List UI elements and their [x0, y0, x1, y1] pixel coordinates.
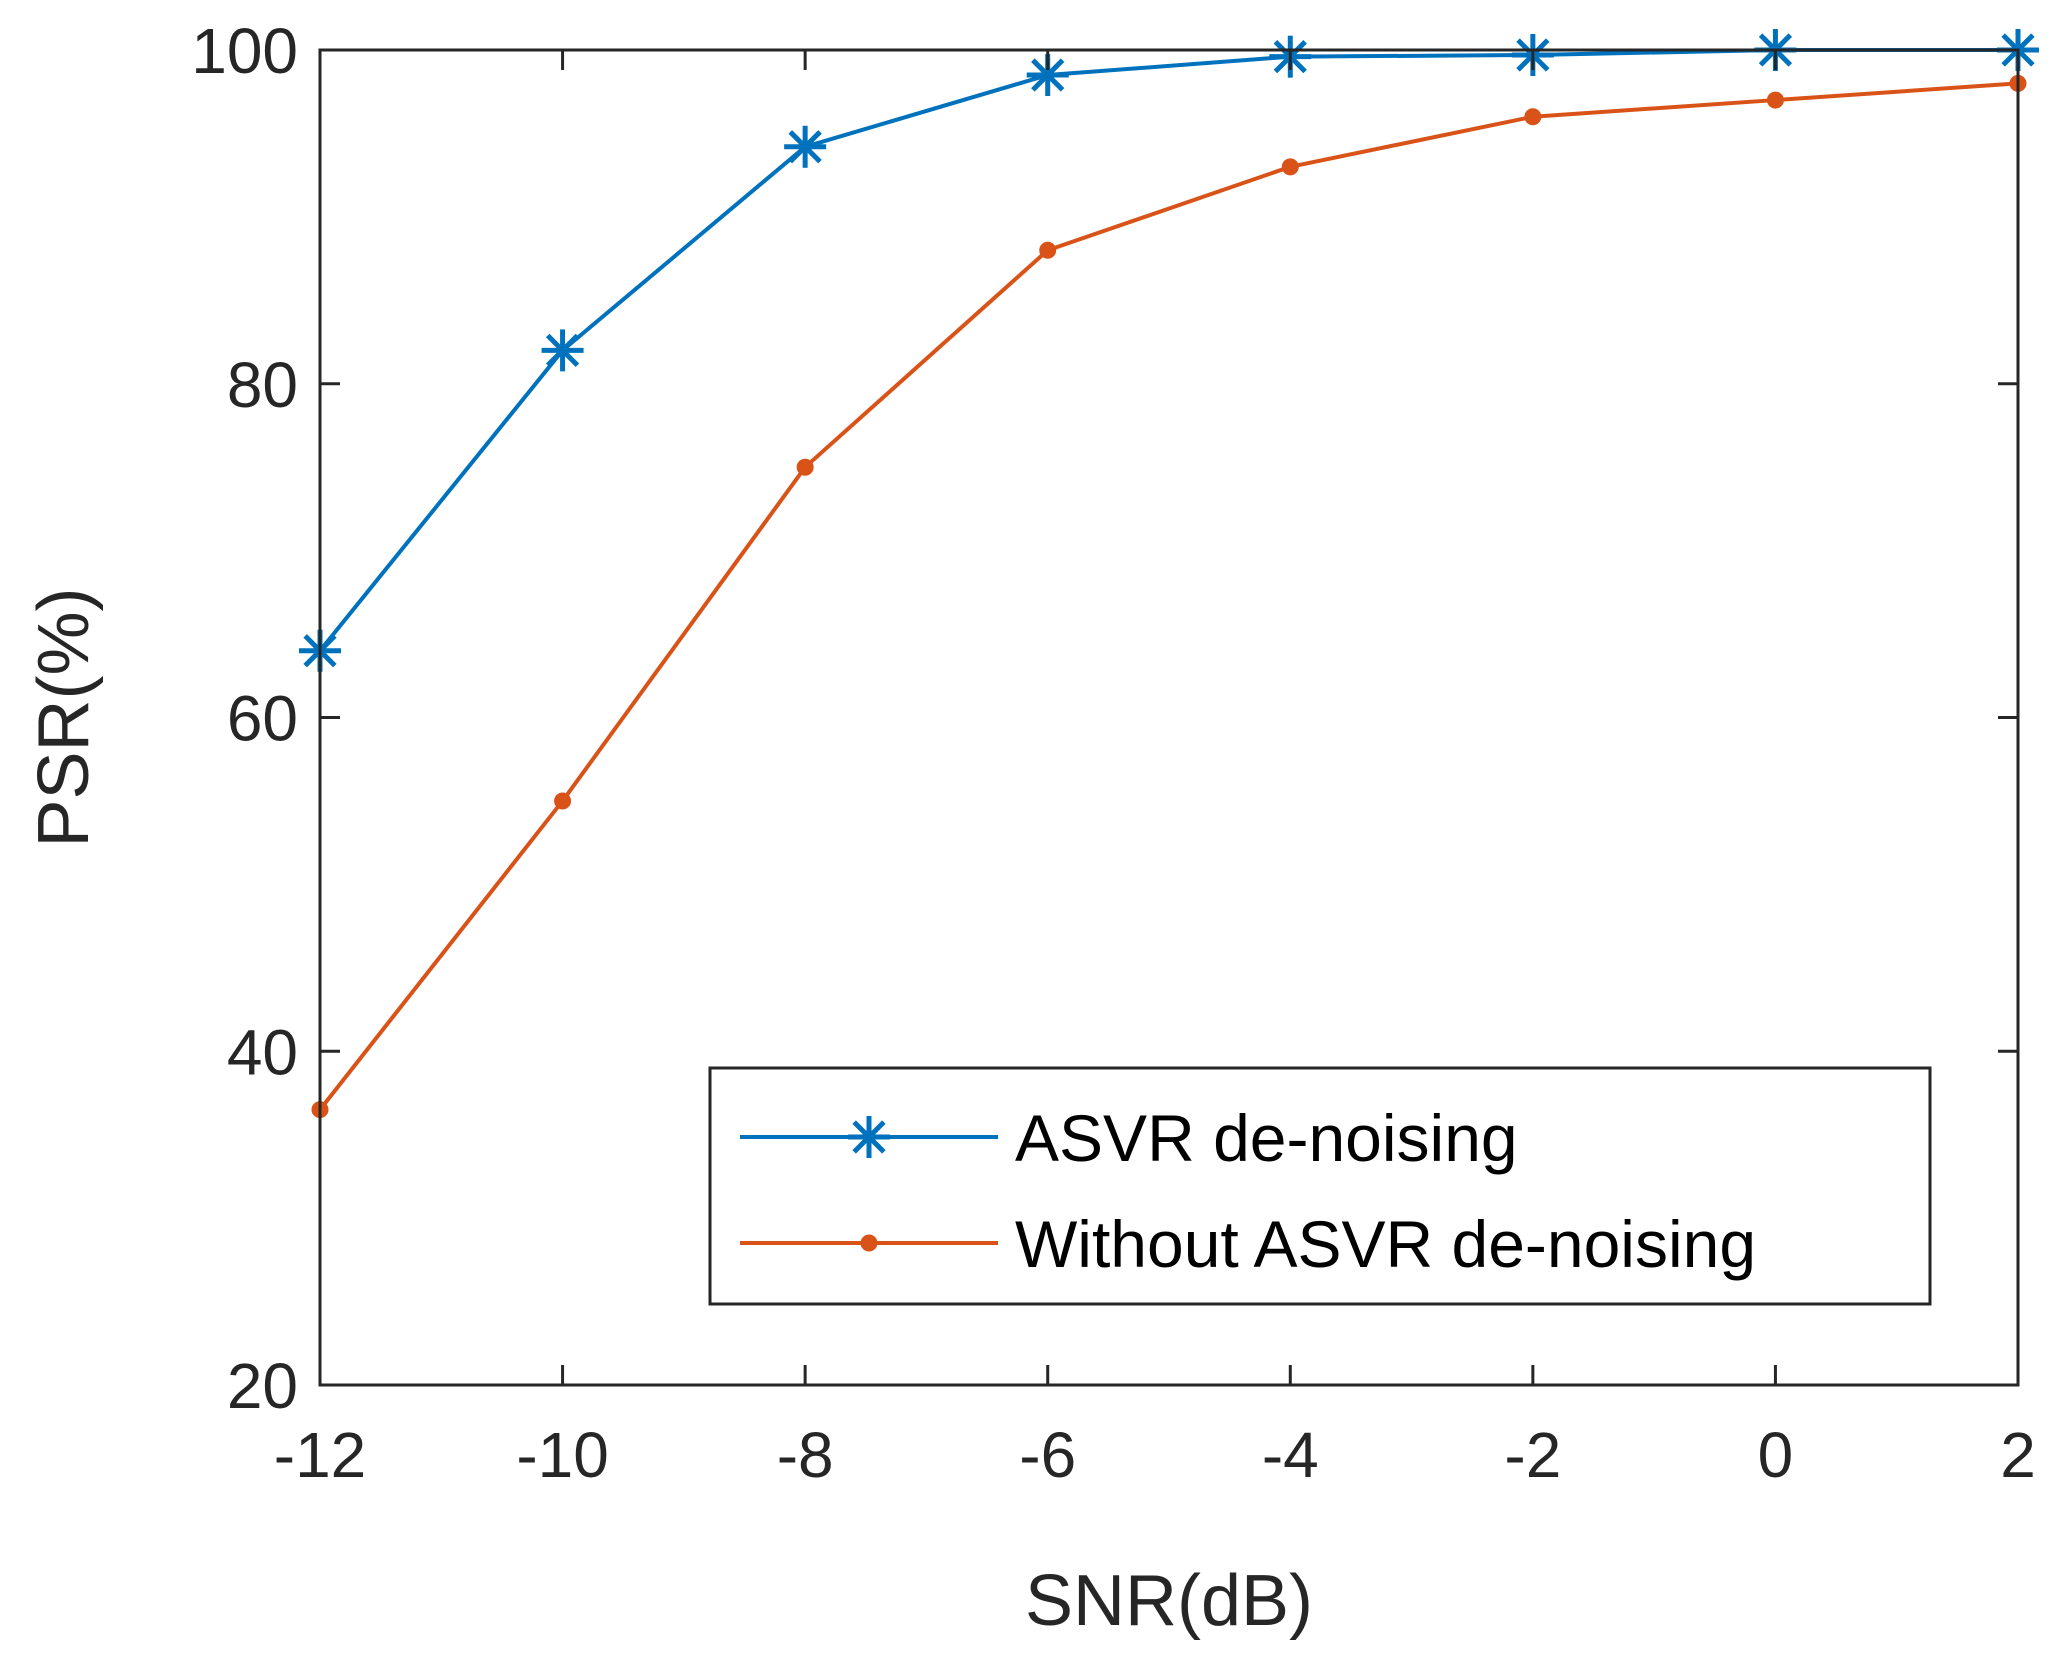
data-point-1-6	[1766, 91, 1784, 109]
data-point-1-5	[1524, 108, 1542, 126]
y-tick-label-4: 100	[191, 15, 298, 87]
y-tick-label-2: 60	[227, 683, 298, 755]
series-line-1	[318, 81, 2019, 1111]
data-point-1-2	[796, 458, 814, 476]
x-tick-label-1: -10	[516, 1419, 609, 1491]
x-tick-label-3: -6	[1019, 1419, 1076, 1491]
legend-entries: ASVR de-noising Without ASVR de-noising	[740, 1101, 1756, 1281]
x-tick-label-6: 0	[1758, 1419, 1794, 1491]
y-tick-label-3: 80	[227, 349, 298, 421]
x-tick-label-0: -12	[274, 1419, 367, 1491]
series-layer	[299, 29, 2039, 1119]
x-tick-label-5: -2	[1504, 1419, 1561, 1491]
y-tick-label-0: 20	[227, 1350, 298, 1422]
legend-marker-1	[860, 1234, 878, 1252]
legend: ASVR de-noising Without ASVR de-noising	[708, 1066, 1932, 1306]
data-point-1-3	[1039, 241, 1057, 259]
y-tick-label-1: 40	[227, 1016, 298, 1088]
legend-marker-0	[848, 1116, 890, 1158]
x-tick-label-2: -8	[777, 1419, 834, 1491]
x-tick-label-4: -4	[1262, 1419, 1319, 1491]
data-point-0-2	[784, 125, 827, 168]
legend-box	[708, 1066, 1932, 1306]
legend-label-1: Without ASVR de-noising	[1015, 1207, 1756, 1281]
y-axis-label: PSR(%)	[24, 587, 104, 847]
legend-entry-0: ASVR de-noising	[740, 1101, 1518, 1175]
data-point-0-1	[541, 329, 584, 372]
series-1	[311, 74, 2027, 1119]
x-axis-label: SNR(dB)	[1025, 1561, 1313, 1641]
tick-layer: -12 -10 -8 -6 -4 -2 0 2 20 40 60 80 100	[191, 15, 2036, 1491]
data-point-1-4	[1281, 158, 1299, 176]
series-0	[299, 29, 2039, 672]
legend-label-0: ASVR de-noising	[1015, 1101, 1518, 1175]
data-point-1-1	[554, 792, 572, 810]
data-point-0-3	[1026, 54, 1069, 97]
x-tick-label-7: 2	[2000, 1419, 2036, 1491]
legend-entry-1: Without ASVR de-noising	[740, 1207, 1756, 1281]
